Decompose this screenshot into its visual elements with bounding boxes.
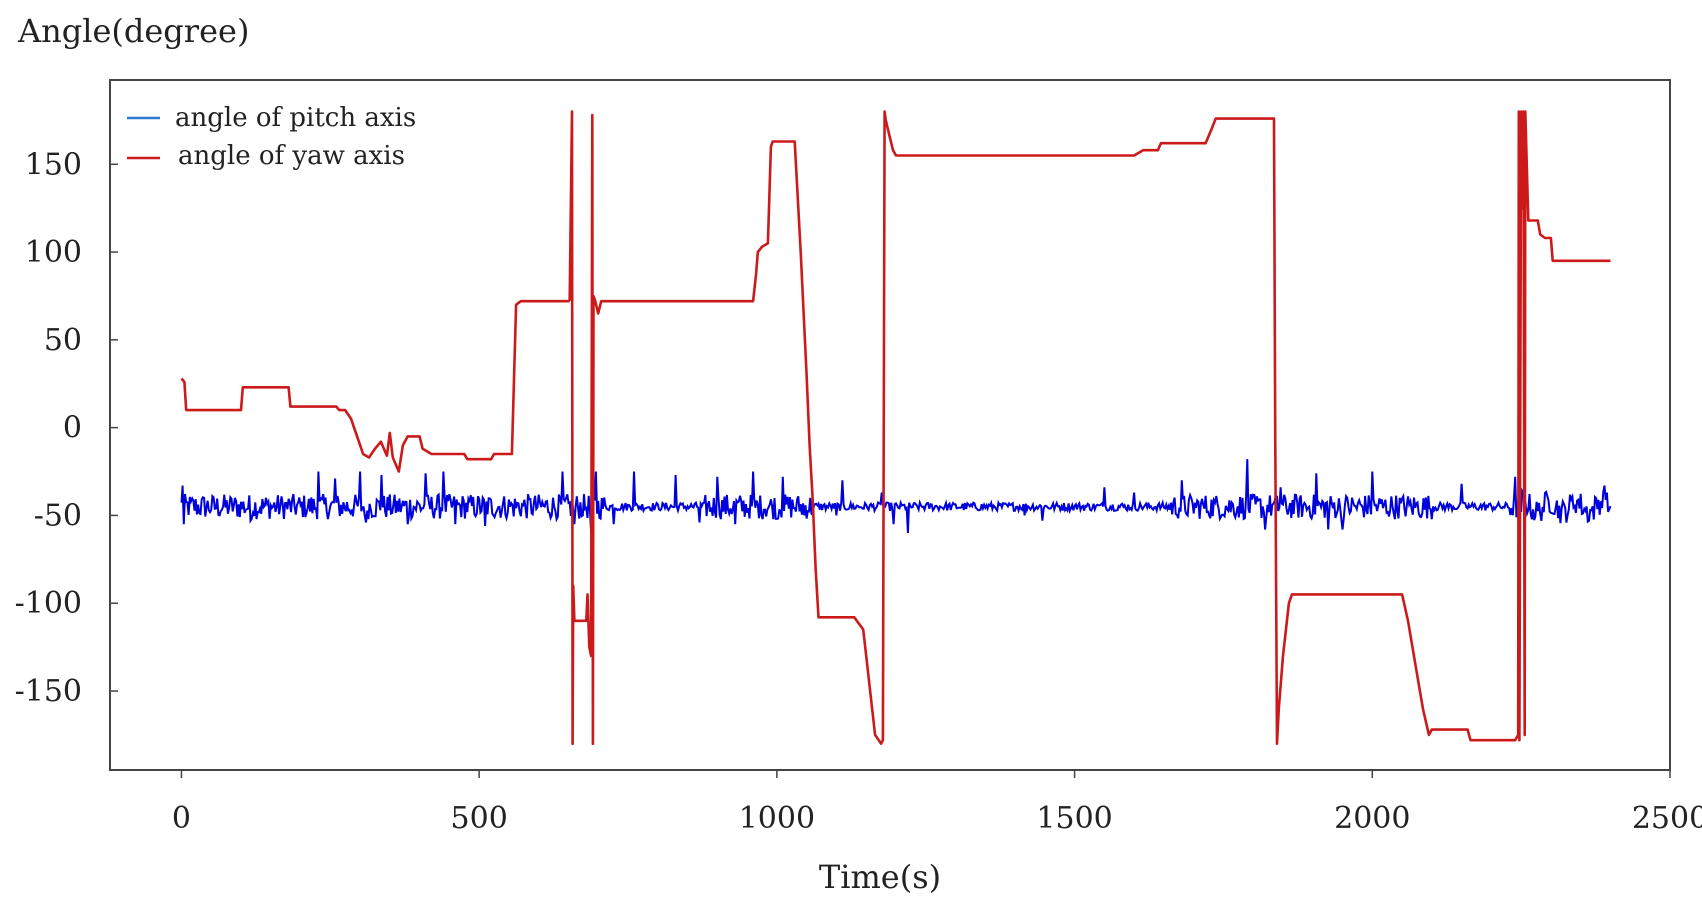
x-tick-label: 2000 (1334, 801, 1410, 836)
x-tick-label: 1000 (739, 801, 815, 836)
legend-label-pitch: angle of pitch axis (175, 103, 416, 133)
x-axis-title: Time(s) (819, 858, 941, 896)
y-tick-label: 50 (44, 323, 82, 358)
x-tick-label: 2500 (1632, 801, 1702, 836)
y-axis-ticks: 150 100 50 0 -50 -100 -150 (15, 147, 118, 709)
legend: angle of pitch axis angle of yaw axis (127, 103, 416, 171)
legend-label-yaw: angle of yaw axis (178, 141, 405, 171)
series-pitch-line (180, 459, 1612, 534)
y-tick-label: -150 (15, 674, 82, 709)
y-axis-title: Angle(degree) (17, 12, 249, 50)
y-tick-label: 150 (25, 147, 82, 182)
plot-area-frame (109, 79, 1671, 771)
x-axis-ticks: 0 500 1000 1500 2000 2500 (172, 770, 1702, 836)
x-tick-label: 0 (172, 801, 191, 836)
y-tick-label: -100 (15, 586, 82, 621)
x-tick-label: 1500 (1036, 801, 1112, 836)
series-yaw-line (180, 110, 1611, 745)
y-tick-label: -50 (34, 498, 82, 533)
y-tick-label: 0 (63, 411, 82, 446)
series-layer (180, 110, 1612, 745)
x-tick-label: 500 (451, 801, 508, 836)
y-tick-label: 100 (25, 235, 82, 270)
